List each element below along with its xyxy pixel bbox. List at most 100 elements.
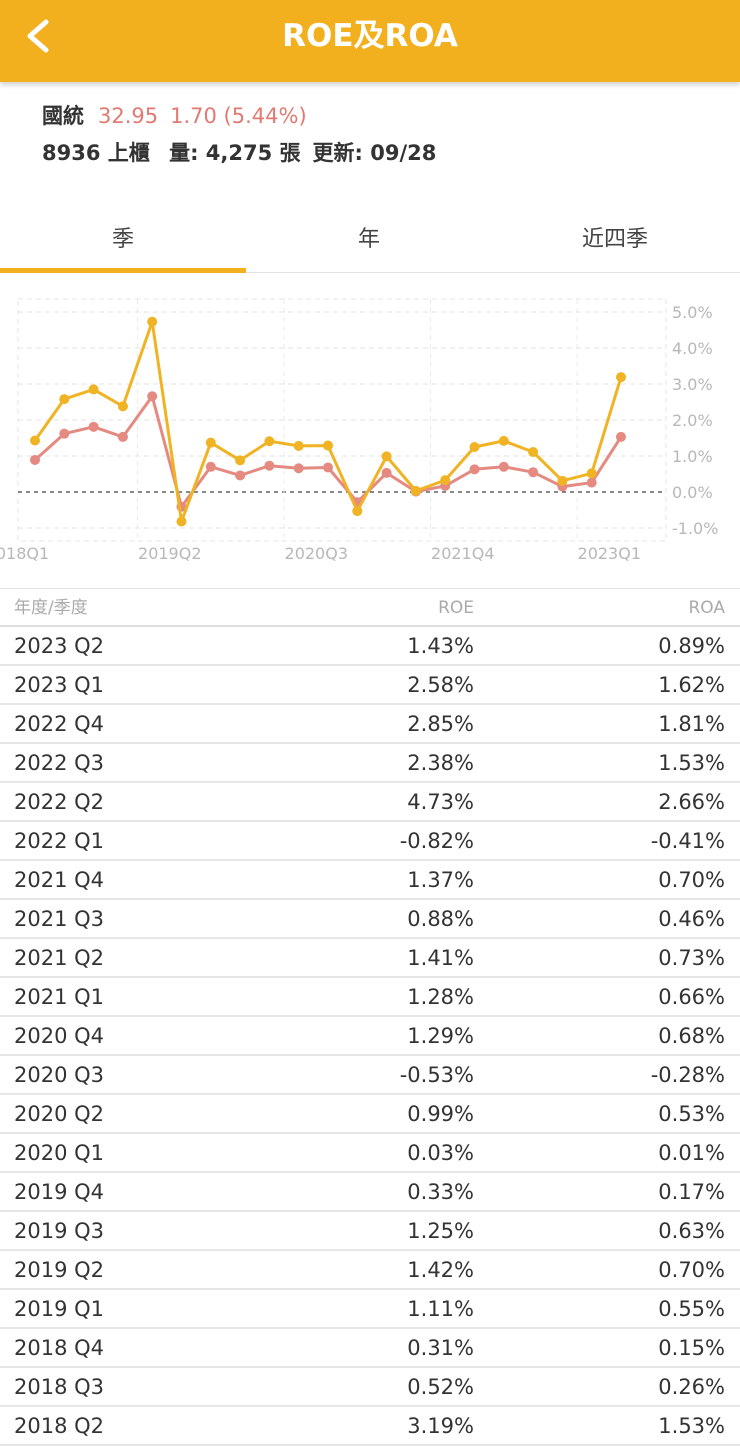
roe-point [528, 447, 539, 458]
period-tabs: 季 年 近四季 [0, 215, 740, 273]
cell-roa: 0.89% [658, 634, 725, 658]
y-tick-label: 1.0% [672, 447, 713, 466]
cell-period: 2019 Q4 [14, 1180, 105, 1204]
y-tick-label: -1.0% [672, 519, 718, 538]
roa-point [264, 460, 275, 471]
roe-roa-table: 年度/季度 ROE ROA 2023 Q2 1.43% 0.89% 2023 Q1 2.… [0, 588, 740, 1446]
cell-period: 2022 Q3 [14, 751, 105, 775]
roa-point [323, 462, 333, 473]
cell-period: 2019 Q1 [14, 1297, 105, 1321]
y-tick-label: 4.0% [672, 339, 713, 358]
page-title: ROE及ROA [282, 18, 458, 54]
cell-roe: 2.58% [407, 673, 474, 697]
table-row: 2019 Q2 1.42% 0.70% [0, 1251, 740, 1290]
cell-period: 2023 Q1 [14, 673, 105, 697]
volume-label: 量: [169, 141, 199, 165]
table-row: 2021 Q1 1.28% 0.66% [0, 978, 740, 1017]
roe-point [235, 455, 246, 466]
cell-roe: 0.31% [407, 1336, 474, 1360]
roe-point [557, 475, 568, 486]
y-tick-label: 2.0% [672, 411, 713, 430]
roa-point [498, 461, 509, 472]
roe-point [147, 316, 158, 327]
table-row: 2022 Q3 2.38% 1.53% [0, 744, 740, 783]
x-tick-label: 2019Q2 [138, 544, 202, 563]
stock-price: 32.95 [98, 104, 159, 128]
roe-point [59, 394, 70, 405]
cell-roe: 1.25% [407, 1219, 474, 1243]
roe-point [264, 436, 275, 447]
y-tick-label: 0.0% [672, 483, 713, 502]
roa-point [469, 464, 480, 475]
stock-name: 國統 [42, 104, 84, 128]
stock-info: 8936 上櫃 量: 4,275 張更新: 09/28 [42, 137, 448, 167]
cell-roe: 0.88% [407, 907, 474, 931]
cell-period: 2018 Q4 [14, 1336, 105, 1360]
tab-last-four-quarters[interactable]: 近四季 [581, 227, 648, 252]
cell-roe: 2.38% [407, 751, 474, 775]
cell-roa: 0.01% [658, 1141, 725, 1165]
cell-roe: -0.82% [399, 829, 474, 853]
roa-point [381, 467, 392, 478]
cell-roe: 1.28% [407, 985, 474, 1009]
roa-point [616, 431, 626, 442]
cell-roe: 3.19% [407, 1414, 474, 1438]
cell-roe: 0.33% [407, 1180, 474, 1204]
roe-point [352, 506, 363, 517]
cell-roa: 0.68% [658, 1024, 725, 1048]
update-label: 更新: [312, 141, 363, 165]
roa-point [117, 431, 128, 442]
stock-quote: 國統 32.95 1.70 (5.44%) [42, 100, 307, 130]
cell-roa: 0.53% [658, 1102, 725, 1126]
table-header: 年度/季度 ROE ROA [0, 589, 740, 627]
cell-period: 2021 Q3 [14, 907, 105, 931]
table-row: 2022 Q1 -0.82% -0.41% [0, 822, 740, 861]
table-row: 2019 Q3 1.25% 0.63% [0, 1212, 740, 1251]
x-tick-label: 2020Q3 [285, 544, 349, 563]
cell-roe: 0.52% [407, 1375, 474, 1399]
x-tick-label: 2023Q1 [578, 544, 642, 563]
cell-roa: 1.62% [658, 673, 725, 697]
roa-point [88, 421, 99, 432]
cell-roa: 0.15% [658, 1336, 725, 1360]
table-row: 2021 Q4 1.37% 0.70% [0, 861, 740, 900]
x-tick-label: 2021Q4 [431, 544, 495, 563]
cell-period: 2022 Q2 [14, 790, 105, 814]
cell-period: 2018 Q3 [14, 1375, 105, 1399]
cell-roa: -0.28% [650, 1063, 725, 1087]
roe-roa-chart: 5.0% 4.0% 3.0% 2.0% 1.0% 0.0% -1.0% 2018Q1 2019… [0, 285, 740, 575]
cell-roe: 0.99% [407, 1102, 474, 1126]
cell-period: 2021 Q4 [14, 868, 105, 892]
tab-quarter[interactable]: 季 [0, 215, 246, 273]
table-row: 2022 Q2 4.73% 2.66% [0, 783, 740, 822]
cell-roe: 4.73% [407, 790, 474, 814]
cell-roa: 0.63% [658, 1219, 725, 1243]
cell-roa: 2.66% [658, 790, 725, 814]
y-tick-label: 5.0% [672, 303, 713, 322]
cell-period: 2022 Q1 [14, 829, 105, 853]
table-row: 2018 Q4 0.31% 0.15% [0, 1329, 740, 1368]
cell-period: 2021 Q1 [14, 985, 105, 1009]
roa-point [235, 470, 246, 481]
cell-roa: 0.55% [658, 1297, 725, 1321]
cell-roe: -0.53% [399, 1063, 474, 1087]
cell-roa: 1.53% [658, 1414, 725, 1438]
table-row: 2023 Q2 1.43% 0.89% [0, 627, 740, 666]
cell-roe: 1.37% [407, 868, 474, 892]
table-row: 2020 Q4 1.29% 0.68% [0, 1017, 740, 1056]
table-row: 2022 Q4 2.85% 1.81% [0, 705, 740, 744]
y-tick-label: 3.0% [672, 375, 713, 394]
roe-point [323, 440, 333, 451]
tab-year[interactable]: 年 [357, 227, 380, 252]
roa-point [528, 467, 539, 478]
cell-roa: 0.46% [658, 907, 725, 931]
cell-period: 2023 Q2 [14, 634, 105, 658]
roe-point [498, 435, 509, 446]
table-row: 2023 Q1 2.58% 1.62% [0, 666, 740, 705]
roa-point [30, 454, 40, 465]
update-value: 09/28 [370, 141, 437, 165]
cell-period: 2020 Q4 [14, 1024, 105, 1048]
back-button[interactable] [18, 14, 62, 58]
cell-roa: 0.26% [658, 1375, 725, 1399]
cell-roe: 1.41% [407, 946, 474, 970]
